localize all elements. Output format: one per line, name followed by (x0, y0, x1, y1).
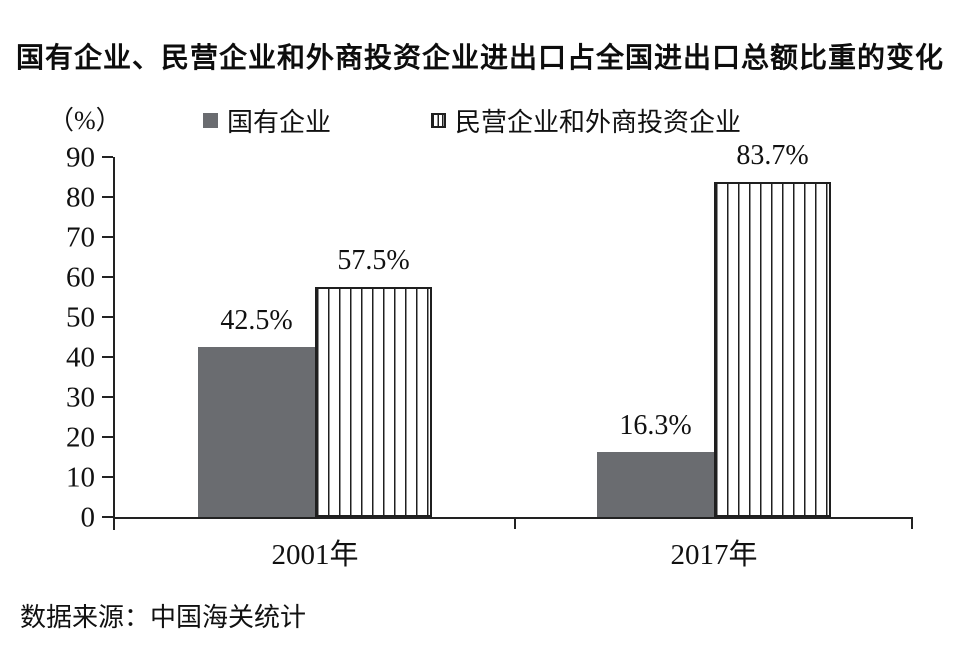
y-axis-tick (102, 436, 113, 438)
x-axis-tick (514, 519, 516, 529)
legend-label-private-foreign: 民营企业和外商投资企业 (455, 108, 742, 137)
legend-item-private-foreign: 民营企业和外商投资企业 (431, 102, 741, 139)
bar-striped-2001年 (315, 287, 432, 517)
legend: 国有企业 民营企业和外商投资企业 (203, 102, 741, 139)
x-axis-line (113, 517, 913, 519)
y-axis-tick (102, 316, 113, 318)
y-axis-unit-label: （%） (48, 106, 122, 135)
y-axis-tick (102, 276, 113, 278)
bar-solid-2017年 (597, 451, 714, 517)
y-axis-tick (102, 396, 113, 398)
y-axis-line (113, 157, 115, 530)
legend-item-state-owned: 国有企业 (203, 102, 331, 139)
y-axis-tick-label: 80 (66, 181, 95, 214)
y-axis-tick (102, 516, 113, 518)
bar-value-label: 57.5% (337, 245, 410, 276)
legend-swatch-striped-icon (431, 113, 447, 128)
plot-area: 0 10 20 30 40 50 60 70 80 90 42.5% 57.5% 2001年 16.3% 8… (66, 140, 913, 571)
y-axis-tick-label: 10 (66, 461, 95, 494)
y-axis-tick-label: 40 (66, 341, 95, 374)
legend-label-state-owned: 国有企业 (227, 108, 332, 137)
x-axis-tick (911, 519, 913, 529)
y-axis-tick-label: 60 (66, 261, 95, 294)
legend-swatch-solid-icon (203, 113, 218, 128)
chart-title: 国有企业、民营企业和外商投资企业进出口占全国进出口总额比重的变化 (15, 42, 944, 73)
bar-value-label: 42.5% (220, 305, 293, 336)
x-axis-category-label: 2017年 (670, 539, 758, 571)
y-axis-tick (102, 156, 113, 158)
y-axis-tick-label: 30 (66, 381, 95, 414)
y-axis-tick-label: 50 (66, 301, 95, 334)
bar-striped-2017年 (714, 182, 831, 517)
source-note: 数据来源：中国海关统计 (20, 603, 307, 632)
bar-solid-2001年 (198, 347, 315, 517)
y-axis-tick (102, 236, 113, 238)
y-axis-tick-label: 70 (66, 221, 95, 254)
y-axis-tick-label: 0 (80, 501, 96, 534)
bar-value-label: 83.7% (736, 140, 809, 172)
bar-value-label: 16.3% (619, 409, 692, 441)
x-axis-category-label: 2001年 (271, 539, 359, 571)
y-axis-tick (102, 356, 113, 358)
y-axis-tick (102, 196, 113, 198)
y-axis-tick-label: 90 (66, 141, 95, 174)
y-axis-tick-label: 20 (66, 421, 95, 454)
y-axis-tick (102, 476, 113, 478)
